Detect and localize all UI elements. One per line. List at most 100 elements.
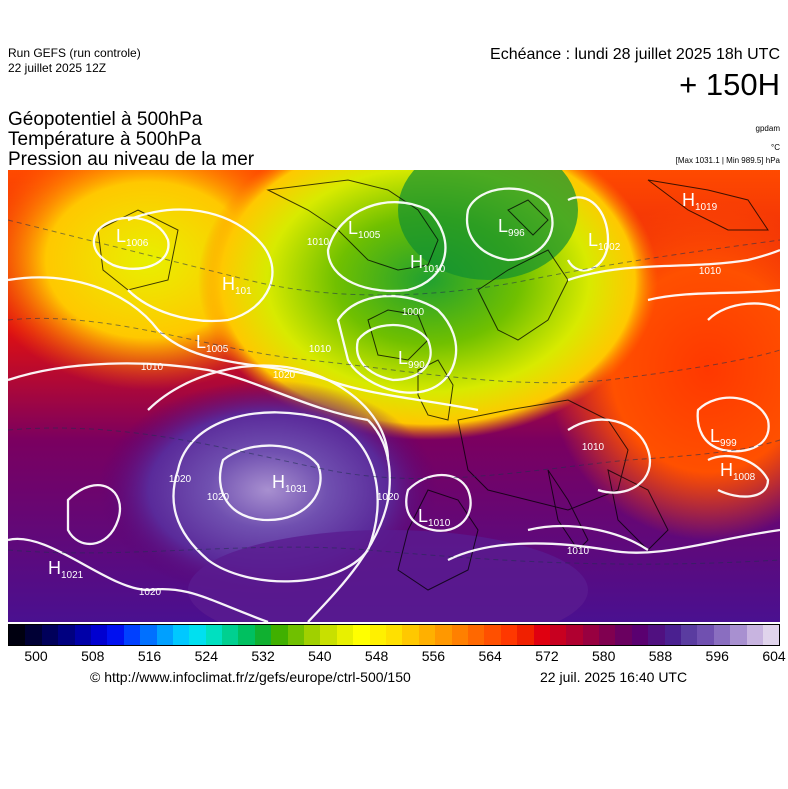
pressure-center-low: L1006 [116,226,149,249]
color-swatch [304,625,321,645]
color-swatch [467,625,485,645]
isobar-label: 1020 [377,492,400,503]
unit-geopotential: gpdam [755,124,780,133]
color-swatch [107,625,124,645]
color-swatch [517,625,534,645]
color-swatch [189,625,206,645]
color-swatch [41,625,59,645]
color-scale-tick: 572 [535,648,559,664]
color-swatch [435,625,452,645]
color-scale-tick: 532 [251,648,275,664]
color-swatch [9,625,26,645]
color-swatch [451,625,468,645]
color-scale-tick: 500 [24,648,48,664]
isobar-label: 1020 [207,492,230,503]
pressure-center-low: L999 [710,426,737,449]
pressure-center-high: H1019 [682,190,718,213]
pressure-center-high: H1008 [720,460,756,483]
valid-time: Echéance : lundi 28 juillet 2025 18h UTC [490,46,780,63]
pressure-center-low: L1010 [418,506,451,529]
color-swatch [615,625,632,645]
isobar-label: 1010 [307,237,330,248]
param-pressure: Pression au niveau de la mer [8,149,255,170]
color-swatch [746,625,763,645]
pressure-center-low: L990 [398,348,425,371]
color-swatch [156,625,173,645]
color-swatch [500,625,518,645]
isobar-label: 1020 [139,587,162,598]
isobars [8,187,780,622]
thickness-lines [8,219,780,565]
isobar-label: 1010 [309,344,332,355]
color-swatch [402,625,419,645]
color-swatch [730,625,747,645]
color-swatch [566,625,583,645]
color-swatch [58,625,75,645]
pressure-center-high: H1010 [410,252,446,275]
color-swatch [205,625,223,645]
generated-timestamp: 22 juil. 2025 16:40 UTC [540,669,688,685]
color-swatch [713,625,731,645]
color-swatch [353,625,370,645]
color-swatch [549,625,567,645]
color-scale-tick: 580 [592,648,616,664]
pressure-range: [Max 1031.1 | Min 989.5] hPa [675,156,780,165]
isobar-label: 1010 [582,442,605,453]
color-swatch [271,625,288,645]
pressure-centers: L1006 L1005 H1010 L996 H1019 L1002 H101 … [48,190,756,581]
lead-time: + 150H [679,67,780,102]
color-swatch [74,625,91,645]
color-swatch [664,625,682,645]
color-scale-tick: 516 [137,648,162,664]
color-scale [8,624,780,646]
color-swatch [320,625,337,645]
color-swatch [631,625,649,645]
color-swatch [762,625,780,645]
pressure-center-low: L996 [498,216,525,239]
param-geopotential: Géopotentiel à 500hPa [8,109,203,130]
color-swatch [599,625,616,645]
color-swatch [369,625,386,645]
color-swatch [418,625,436,645]
color-swatch [648,625,665,645]
unit-temperature: °C [771,143,780,152]
color-scale-tick: 596 [705,648,729,664]
color-scale-tick: 524 [194,648,218,664]
color-scale-tick: 564 [478,648,502,664]
color-swatch [222,625,239,645]
color-scale-tick: 588 [648,648,673,664]
pressure-center-high: H1021 [48,558,84,581]
color-swatch [582,625,600,645]
color-swatch [140,625,157,645]
color-swatch [385,625,403,645]
color-scale-tick: 508 [81,648,105,664]
color-swatch [238,625,255,645]
isobar-label: 1020 [169,474,192,485]
color-swatch [25,625,42,645]
pressure-center-low: L1005 [348,218,381,241]
color-swatch [336,625,354,645]
pressure-center-low: L1002 [588,230,621,253]
isobar-label: 1000 [402,307,425,318]
color-swatch [123,625,141,645]
isobar-label: 1010 [141,362,164,373]
color-swatch [254,625,272,645]
isobar-label: 1020 [273,370,296,381]
pressure-center-high: H1031 [272,472,308,495]
ridge-south [188,530,588,622]
run-title: Run GEFS (run controle) [8,46,141,60]
isobar-labels: 1010 1010 1010 1020 1020 1020 1020 1020 … [139,237,722,598]
color-swatch [533,625,550,645]
color-scale-tick: 604 [762,648,786,664]
color-swatch [172,625,190,645]
color-swatch [90,625,108,645]
color-swatch [287,625,305,645]
color-swatch [484,625,501,645]
source-credit: © http://www.infoclimat.fr/z/gefs/europe… [90,669,411,685]
isobar-label: 1010 [699,266,722,277]
param-temperature: Température à 500hPa [8,129,202,150]
weather-map: 1010 1010 1010 1020 1020 1020 1020 1020 … [8,170,780,622]
color-scale-tick: 556 [421,648,446,664]
color-scale-tick: 540 [308,648,332,664]
color-swatch [681,625,698,645]
